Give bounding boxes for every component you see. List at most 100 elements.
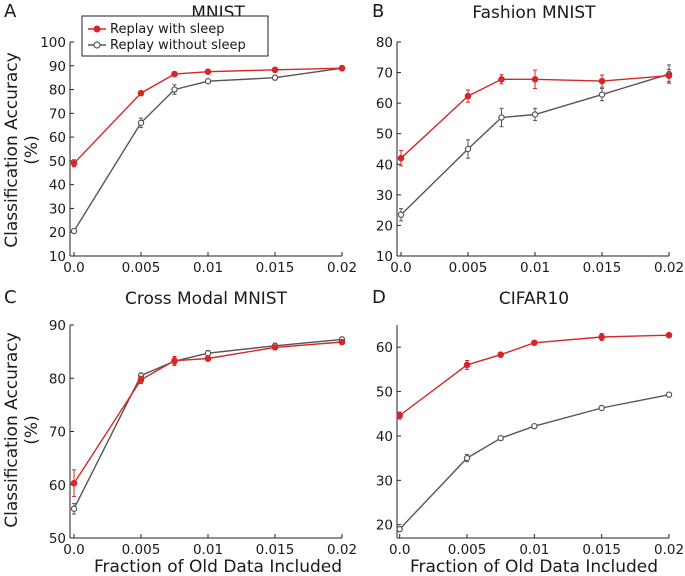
y-tick-label: 40 (376, 157, 393, 173)
series-replay-with-sleep (397, 69, 673, 167)
y-tick-label: 30 (376, 188, 393, 204)
x-tick-label: 0.0 (63, 260, 84, 276)
data-point (463, 454, 471, 462)
y-tick-label: 40 (376, 429, 393, 445)
series-line (399, 394, 670, 530)
data-point (137, 89, 145, 97)
y-tick-label: 50 (376, 127, 393, 143)
x-tick-label: 0.02 (654, 260, 684, 276)
series-line (73, 341, 343, 484)
data-point (271, 344, 279, 351)
data-point (598, 404, 605, 412)
legend: Replay with sleep Replay without sleep (81, 15, 269, 57)
y-tick-label: 60 (376, 340, 393, 356)
x-axis-label-right: Fraction of Old Data Included (410, 557, 658, 576)
data-point (531, 422, 538, 430)
data-point (397, 154, 405, 162)
y-tick-label: 20 (376, 218, 393, 234)
legend-box (81, 15, 269, 57)
y-tick-label: 90 (49, 59, 66, 75)
legend-marker-nosleep (93, 41, 101, 49)
x-tick-label: 0.005 (448, 542, 487, 558)
panel-letter: C (4, 287, 17, 308)
y-tick-label: 10 (376, 249, 393, 265)
x-tick-label: 0.0 (63, 542, 84, 558)
legend-label-nosleep: Replay without sleep (110, 38, 246, 53)
data-point (204, 68, 212, 76)
x-axis-label-left: Fraction of Old Data Included (94, 557, 342, 576)
legend-label-sleep: Replay with sleep (110, 22, 224, 37)
data-point (171, 357, 178, 364)
y-tick-label: 70 (49, 425, 66, 441)
data-point (463, 361, 471, 369)
y-tick-label: 50 (49, 531, 66, 547)
panel-c: C Cross Modal MNIST 50 60 70 80 90 0.0 0.005 0.01… (4, 287, 357, 558)
data-point (271, 74, 279, 81)
y-axis-label-bottom-unit: (%) (22, 415, 42, 444)
series-line (73, 67, 343, 232)
y-tick-label: 80 (49, 83, 66, 99)
data-point (665, 72, 673, 79)
x-tick-label: 0.01 (520, 260, 550, 276)
x-tick-label: 0.015 (256, 260, 295, 276)
series-replay-without-sleep (70, 64, 346, 235)
data-point (598, 77, 606, 85)
y-tick-label: 20 (49, 225, 66, 241)
x-tick-label: 0.015 (256, 542, 295, 558)
series-line (73, 67, 343, 164)
series-line (399, 334, 670, 417)
data-point (665, 391, 673, 398)
y-tick-label: 30 (49, 201, 66, 217)
data-point (497, 434, 504, 442)
panel-title: Cross Modal MNIST (125, 289, 288, 309)
x-tick-label: 0.015 (583, 260, 622, 276)
panel-title: CIFAR10 (499, 289, 569, 309)
data-point (70, 159, 78, 167)
series-line (400, 74, 670, 159)
x-tick-label: 0.015 (582, 542, 621, 558)
panel-letter: D (372, 287, 386, 308)
series-replay-with-sleep (396, 331, 673, 420)
data-point (531, 75, 539, 83)
x-tick-label: 0.02 (327, 260, 357, 276)
data-point (171, 86, 178, 93)
panel-letter: B (372, 1, 384, 22)
series-replay-without-sleep (396, 391, 673, 533)
y-axis-label-bottom: Classification Accuracy (2, 332, 22, 528)
y-axis-label-top-unit: (%) (22, 135, 42, 164)
data-point (338, 64, 346, 72)
x-tick-label: 0.02 (654, 542, 684, 558)
series-line (400, 73, 670, 216)
data-point (70, 505, 78, 512)
x-tick-label: 0.01 (193, 260, 223, 276)
data-point (497, 351, 504, 359)
data-point (137, 376, 145, 384)
data-point (498, 114, 505, 121)
x-tick-label: 0.005 (449, 260, 488, 276)
y-tick-label: 80 (376, 35, 393, 51)
data-point (665, 331, 673, 339)
y-tick-label: 70 (49, 106, 66, 122)
data-point (204, 355, 212, 362)
data-point (137, 119, 145, 127)
data-point (70, 479, 78, 487)
data-point (464, 145, 472, 153)
data-point (531, 339, 538, 347)
x-tick-label: 0.0 (390, 260, 411, 276)
y-tick-label: 50 (49, 154, 66, 170)
y-tick-label: 70 (376, 66, 393, 82)
x-tick-label: 0.005 (122, 260, 161, 276)
x-tick-label: 0.01 (193, 542, 223, 558)
data-point (396, 525, 403, 533)
panel-letter: A (4, 1, 17, 22)
data-point (204, 78, 212, 85)
data-point (498, 75, 505, 83)
y-tick-label: 40 (49, 178, 66, 194)
series-replay-without-sleep (70, 336, 346, 515)
data-point (204, 350, 212, 357)
panel-d: D CIFAR10 20 30 40 50 60 0.0 0.005 0.01 0.015 0.02 (372, 287, 684, 558)
y-tick-label: 10 (49, 249, 66, 265)
